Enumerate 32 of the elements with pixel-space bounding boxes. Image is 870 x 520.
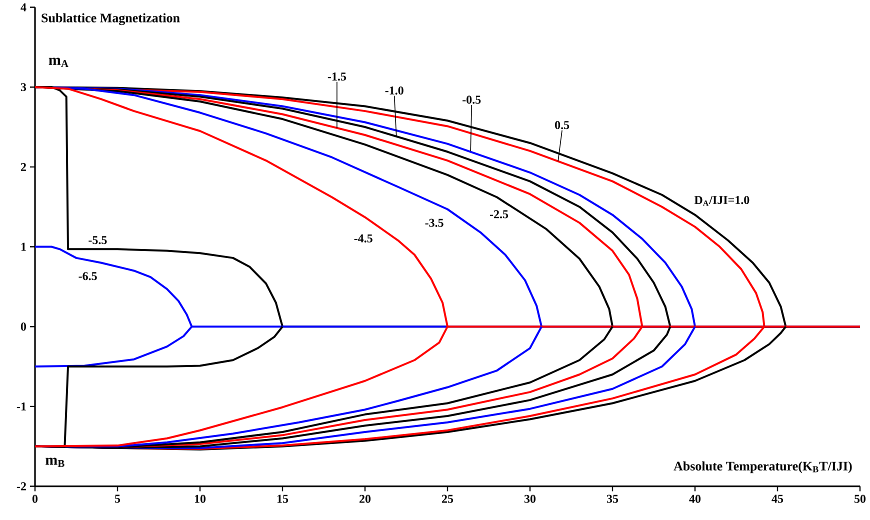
y-tick-label: 2 — [20, 162, 26, 171]
x-tick-label: 30 — [524, 494, 536, 503]
x-axis-title: Absolute Temperature(K$_{B}$T/IJI) — [674, 461, 852, 474]
y-tick-label: 3 — [20, 82, 26, 92]
y-tick-label: -1 — [16, 402, 26, 410]
annotation: -1.0 — [385, 86, 404, 94]
annotation: D$_{A}$/IJI=1.0 — [694, 196, 750, 206]
annotation: -4.5 — [354, 234, 372, 242]
x-tick-label: 40 — [689, 494, 701, 503]
x-tick-label: 50 — [854, 494, 866, 503]
x-tick-label: 45 — [772, 494, 784, 503]
annotation: m$_{A}$ — [48, 58, 68, 67]
y-tick-label: 0 — [20, 322, 26, 331]
y-axis-title: Sublattice Magnetization — [42, 13, 180, 25]
x-tick-label: 35 — [606, 494, 618, 503]
annotation: m$_{B}$ — [46, 458, 64, 467]
x-tick-label: 5 — [114, 494, 120, 503]
x-tick-label: 0 — [32, 494, 38, 503]
annotation: 0.5 — [555, 120, 570, 130]
annotation: -1.5 — [328, 72, 346, 80]
annotation: -6.5 — [78, 272, 97, 280]
y-tick-label: 4 — [20, 3, 26, 12]
annotation: -0.5 — [462, 95, 481, 104]
y-tick-label: -2 — [16, 482, 26, 490]
x-tick-label: 10 — [194, 494, 206, 503]
x-tick-label: 25 — [442, 494, 454, 503]
x-tick-label: 20 — [360, 494, 371, 503]
x-tick-label: 15 — [277, 494, 288, 503]
annotation: -3.5 — [425, 218, 444, 227]
annotation: -2.5 — [490, 210, 508, 218]
annotation: -5.5 — [88, 236, 107, 244]
y-tick-label: 1 — [21, 242, 26, 251]
